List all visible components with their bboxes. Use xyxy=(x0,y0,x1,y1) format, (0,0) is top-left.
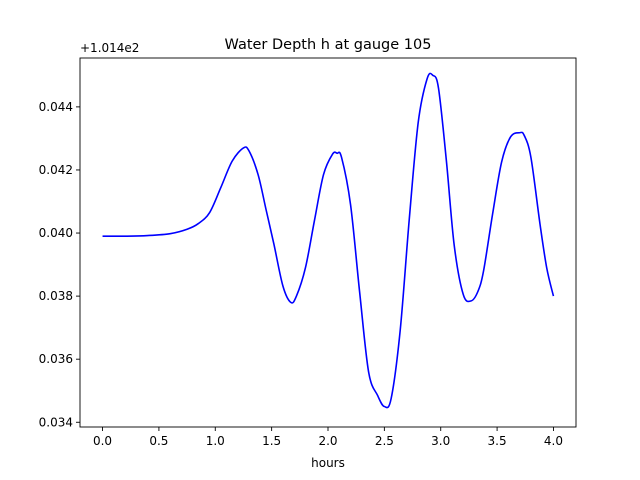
y-tick-label: 0.038 xyxy=(39,289,73,303)
x-tick-label: 3.5 xyxy=(488,434,507,448)
x-tick-label: 4.0 xyxy=(544,434,563,448)
y-tick-label: 0.036 xyxy=(39,352,73,366)
plot-background xyxy=(80,58,576,427)
chart-title: Water Depth h at gauge 105 xyxy=(225,37,432,53)
x-tick-label: 0.0 xyxy=(93,434,112,448)
y-tick-label: 0.040 xyxy=(39,226,73,240)
x-tick-label: 1.5 xyxy=(262,434,281,448)
series-line-depth xyxy=(102,72,555,409)
x-tick-label: 0.5 xyxy=(149,434,168,448)
x-tick-label: 1.0 xyxy=(206,434,225,448)
x-tick-label: 2.0 xyxy=(318,434,337,448)
y-tick-label: 0.034 xyxy=(39,415,73,429)
y-tick-label: 0.042 xyxy=(39,163,73,177)
x-axis-label: hours xyxy=(311,456,345,470)
y-offset-label: +1.014e2 xyxy=(80,41,139,55)
y-axis: 0.034 0.036 0.038 0.040 0.042 0.044 xyxy=(39,100,80,429)
x-tick-label: 3.0 xyxy=(431,434,450,448)
plot-area xyxy=(79,57,577,428)
x-tick-label: 2.5 xyxy=(375,434,394,448)
x-axis: 0.0 0.5 1.0 1.5 2.0 2.5 3.0 3.5 4.0 xyxy=(93,427,563,448)
y-tick-label: 0.044 xyxy=(39,100,73,114)
